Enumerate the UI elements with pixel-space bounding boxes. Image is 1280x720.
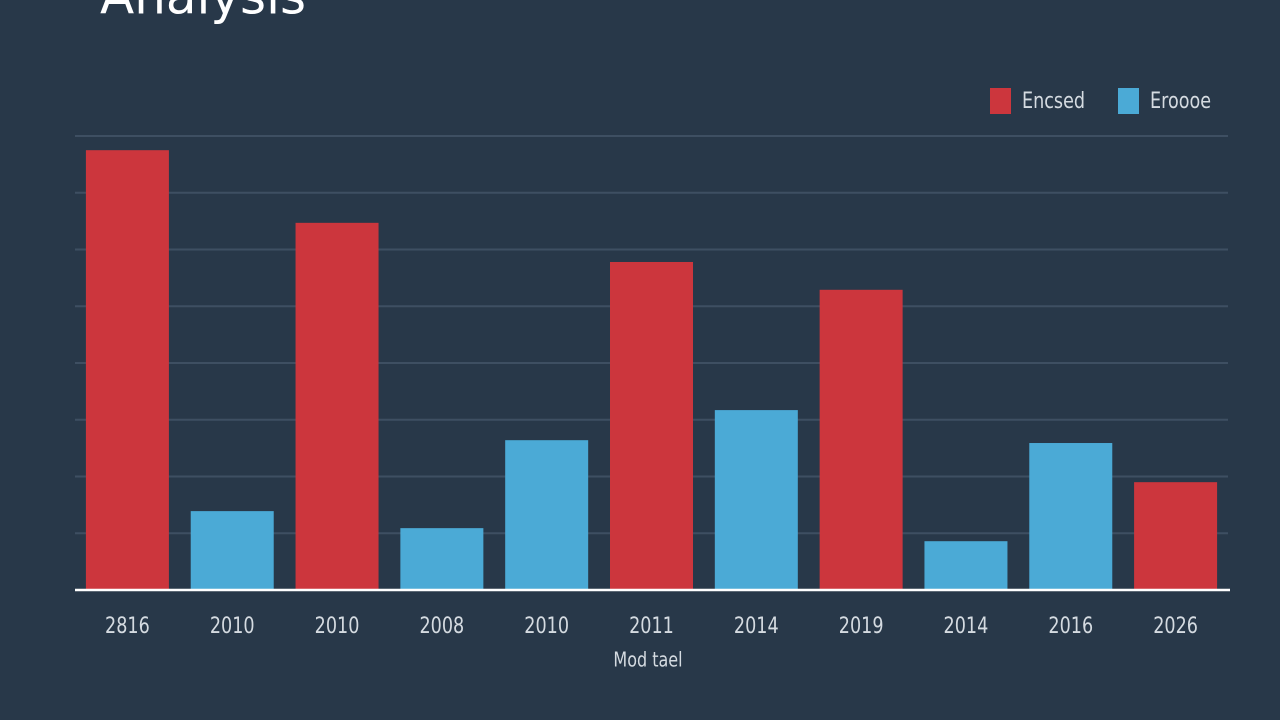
x-tick-label: 2010: [210, 613, 255, 638]
bar: [714, 410, 798, 590]
bar: [190, 511, 274, 590]
x-tick-label: 2016: [1048, 613, 1093, 638]
bar: [819, 289, 903, 590]
legend-label: Encsed: [1022, 88, 1085, 113]
bar: [295, 222, 379, 590]
x-axis-title: Mod tael: [613, 649, 682, 672]
legend-label: Eroooe: [1150, 88, 1211, 113]
x-tick-label: 2014: [734, 613, 779, 638]
bar: [1134, 482, 1218, 590]
x-tick-label: 2010: [315, 613, 360, 638]
x-tick-label: 2010: [524, 613, 569, 638]
bar: [505, 440, 589, 590]
legend-swatch: [1118, 88, 1139, 114]
bar: [610, 261, 693, 590]
bar: [400, 528, 484, 590]
x-tick-label: 2014: [944, 613, 989, 638]
x-tick-label: 2008: [419, 613, 464, 638]
x-tick-label: 2026: [1153, 613, 1198, 638]
chart-title: Analysis: [100, 0, 306, 26]
x-tick-label: 2816: [105, 613, 150, 638]
bar: [1029, 443, 1113, 590]
bar: [924, 541, 1008, 590]
legend-swatch: [990, 88, 1011, 114]
x-tick-label: 2011: [629, 613, 674, 638]
x-tick-label: 2019: [839, 613, 884, 638]
bar: [85, 150, 169, 590]
